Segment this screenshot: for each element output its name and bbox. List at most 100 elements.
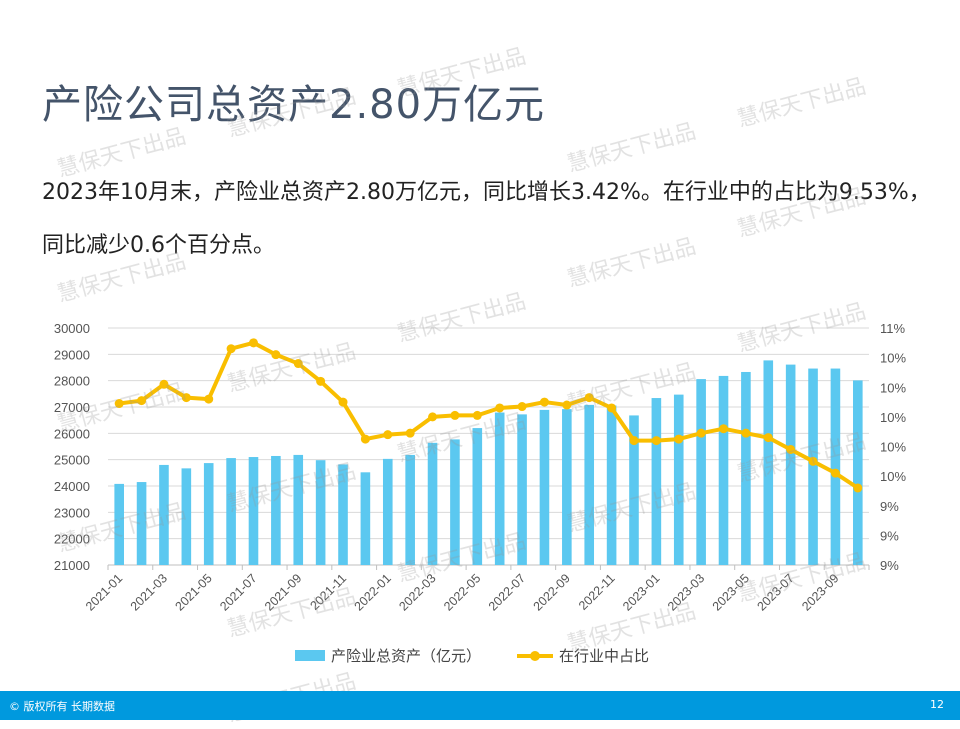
bar-total-assets <box>517 414 527 565</box>
page-title: 产险公司总资产2.80万亿元 <box>42 82 546 128</box>
y-right-tick-label: 9% <box>880 558 899 573</box>
line-point-market-share <box>204 394 214 404</box>
bar-total-assets <box>136 482 147 565</box>
line-point-market-share <box>428 412 438 422</box>
watermark: 慧保天下出品 <box>734 74 869 133</box>
line-point-market-share <box>159 379 169 389</box>
bar-total-assets <box>248 457 259 565</box>
legend-label-assets: 产险业总资产（亿元） <box>331 647 482 665</box>
bar-total-assets <box>539 409 550 565</box>
bar-total-assets <box>360 472 371 565</box>
bar-total-assets <box>606 405 617 565</box>
x-tick-label: 2023-01 <box>620 571 662 613</box>
line-point-market-share <box>808 456 818 466</box>
bar-total-assets <box>562 409 572 565</box>
line-point-market-share <box>584 393 594 403</box>
legend-label-share: 在行业中占比 <box>559 647 650 665</box>
x-tick-label: 2022-05 <box>441 571 483 613</box>
x-tick-label: 2021-01 <box>83 571 125 613</box>
y-left-tick-label: 28000 <box>54 374 90 389</box>
bar-total-assets <box>673 394 684 565</box>
line-point-market-share <box>360 434 370 444</box>
line-point-market-share <box>786 444 796 454</box>
line-point-market-share <box>763 433 773 443</box>
y-left-tick-label: 21000 <box>54 558 90 573</box>
y-left-tick-label: 24000 <box>54 479 90 494</box>
legend-item-share: 在行业中占比 <box>517 645 649 666</box>
x-tick-label: 2022-03 <box>396 571 438 613</box>
line-point-market-share <box>472 410 482 420</box>
line-point-market-share <box>741 428 751 438</box>
x-tick-label: 2021-11 <box>307 571 349 613</box>
y-left-tick-label: 25000 <box>54 453 90 468</box>
line-point-market-share <box>719 424 729 434</box>
x-tick-label: 2022-11 <box>576 571 618 613</box>
line-point-market-share <box>450 410 460 420</box>
x-tick-label: 2021-09 <box>262 571 304 613</box>
line-point-market-share <box>607 403 617 413</box>
line-point-market-share <box>651 436 661 446</box>
bar-total-assets <box>584 404 595 565</box>
line-point-market-share <box>316 376 326 386</box>
legend-bar-swatch <box>295 650 325 661</box>
line-point-market-share <box>383 430 393 440</box>
line-point-market-share <box>517 402 527 412</box>
line-point-market-share <box>293 359 303 369</box>
bar-total-assets <box>808 368 818 565</box>
y-left-tick-label: 22000 <box>54 532 90 547</box>
bar-total-assets <box>853 380 863 565</box>
y-left-tick-label: 27000 <box>54 400 90 415</box>
line-point-market-share <box>181 393 191 403</box>
x-tick-label: 2021-03 <box>128 571 170 613</box>
bar-total-assets <box>271 455 281 565</box>
bar-total-assets <box>181 468 192 565</box>
y-left-tick-label: 23000 <box>54 505 90 520</box>
line-point-market-share <box>114 399 124 409</box>
footer-bar: © 版权所有 长期数据 12 <box>0 691 960 720</box>
bar-total-assets <box>293 454 304 565</box>
line-point-market-share <box>137 396 147 406</box>
bar-total-assets <box>226 458 236 565</box>
x-tick-label: 2022-09 <box>531 571 573 613</box>
bar-total-assets <box>741 371 751 565</box>
bar-total-assets <box>494 412 505 565</box>
bar-total-assets <box>203 463 214 565</box>
x-tick-label: 2023-09 <box>799 571 841 613</box>
line-point-market-share <box>405 428 415 438</box>
x-tick-label: 2021-05 <box>173 571 215 613</box>
line-point-market-share <box>696 428 706 438</box>
page-number: 12 <box>930 698 944 711</box>
bar-total-assets <box>651 398 662 565</box>
bar-total-assets <box>338 464 348 565</box>
y-right-tick-label: 10% <box>880 380 906 395</box>
bar-total-assets <box>405 454 415 565</box>
bar-total-assets <box>427 442 438 565</box>
bar-total-assets <box>763 360 774 565</box>
copyright-text: © 版权所有 长期数据 <box>9 700 115 713</box>
x-tick-label: 2023-07 <box>754 571 796 613</box>
line-point-market-share <box>830 468 840 478</box>
bar-total-assets <box>830 368 841 565</box>
line-point-market-share <box>562 400 572 410</box>
bar-total-assets <box>785 364 796 565</box>
line-point-market-share <box>271 350 281 360</box>
bar-total-assets <box>629 415 639 565</box>
y-left-tick-label: 29000 <box>54 347 90 362</box>
y-right-tick-label: 10% <box>880 469 906 484</box>
x-tick-label: 2022-01 <box>352 571 394 613</box>
y-right-tick-label: 10% <box>880 440 906 455</box>
y-left-tick-label: 26000 <box>54 426 90 441</box>
line-market-share <box>118 340 859 490</box>
line-point-market-share <box>629 436 639 446</box>
summary-text: 2023年10月末，产险业总资产2.80万亿元，同比增长3.42%。在行业中的占… <box>42 180 931 258</box>
y-right-tick-label: 9% <box>880 528 899 543</box>
legend-line-swatch <box>517 650 554 661</box>
bar-total-assets <box>315 460 326 565</box>
line-point-market-share <box>853 483 863 493</box>
bar-total-assets <box>159 464 169 565</box>
x-tick-label: 2023-05 <box>710 571 752 613</box>
y-right-tick-label: 9% <box>880 499 899 514</box>
line-point-market-share <box>338 397 348 407</box>
asset-chart: 21000 22000 23000 24000 25000 26000 27000 28000… <box>54 321 907 614</box>
bar-total-assets <box>450 439 460 565</box>
